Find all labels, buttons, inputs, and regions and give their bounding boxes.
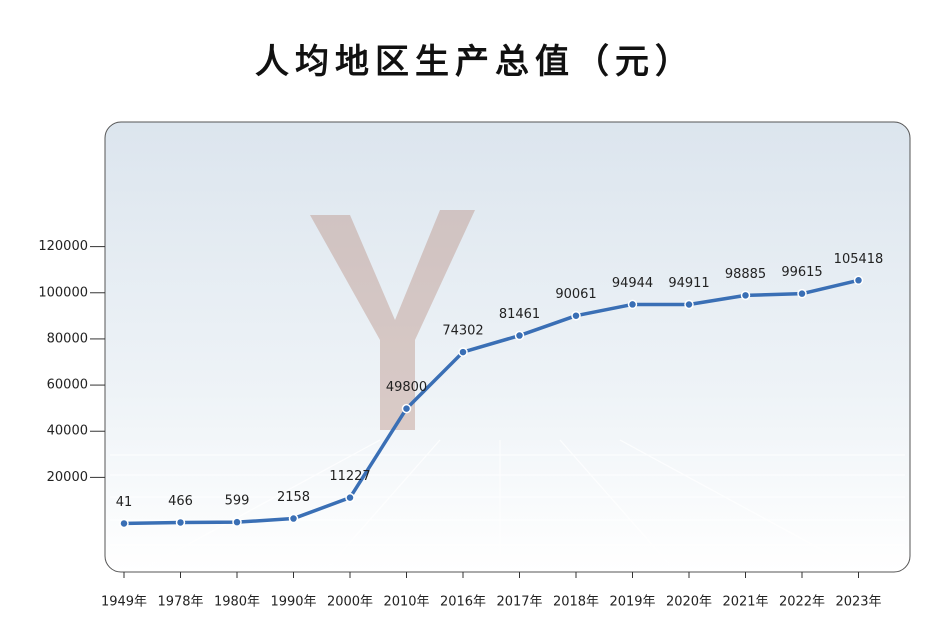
x-tick-label: 2021年 <box>722 595 768 610</box>
data-point <box>853 275 864 286</box>
data-point <box>627 299 638 310</box>
data-point <box>232 517 242 527</box>
data-point <box>175 517 186 528</box>
data-point <box>684 299 694 310</box>
data-label: 599 <box>225 494 250 509</box>
plot-background <box>104 121 911 573</box>
x-tick-label: 1978年 <box>157 595 203 610</box>
x-tick-label: 2000年 <box>327 595 373 610</box>
x-tick-label: 1980年 <box>214 595 260 610</box>
y-tick-label: 80000 <box>47 331 88 346</box>
data-label: 94944 <box>612 276 653 291</box>
data-label: 74302 <box>442 324 483 339</box>
data-point <box>345 492 355 503</box>
x-tick-label: 2016年 <box>440 595 486 610</box>
chart-title: 人均地区生产总值（元） <box>255 42 695 82</box>
x-tick-label: 2022年 <box>779 595 825 610</box>
data-point <box>740 290 751 301</box>
data-point <box>119 518 129 529</box>
data-label: 2158 <box>277 490 310 505</box>
data-label: 105418 <box>834 252 884 267</box>
data-label: 90061 <box>555 287 596 302</box>
x-tick-label: 2020年 <box>666 595 712 610</box>
data-label: 49800 <box>386 380 427 395</box>
x-tick-label: 2018年 <box>553 595 599 610</box>
x-tick-label: 2010年 <box>383 595 429 610</box>
y-tick-label: 120000 <box>38 239 88 254</box>
x-tick-label: 2023年 <box>835 595 881 610</box>
data-label: 81461 <box>499 307 540 322</box>
data-point <box>797 288 807 299</box>
x-tick-label: 1990年 <box>270 595 316 610</box>
y-tick-label: 20000 <box>47 470 88 485</box>
x-tick-label: 2019年 <box>609 595 655 610</box>
data-label: 466 <box>168 494 193 509</box>
x-tick-label: 2017年 <box>496 595 542 610</box>
data-point <box>458 347 468 357</box>
data-point <box>401 403 412 414</box>
y-tick-label: 60000 <box>47 378 88 393</box>
data-point <box>571 310 581 321</box>
data-label: 41 <box>116 495 133 510</box>
data-point <box>288 513 299 524</box>
decor-yen <box>310 210 475 430</box>
decor-grid <box>110 439 905 566</box>
y-tick-label: 100000 <box>38 285 88 300</box>
data-label: 99615 <box>781 265 822 280</box>
data-label: 11227 <box>329 469 370 484</box>
y-tick-label: 40000 <box>47 424 88 439</box>
data-label: 98885 <box>725 267 766 282</box>
series-line <box>123 278 859 526</box>
data-label: 94911 <box>668 276 709 291</box>
data-point <box>514 330 525 341</box>
x-tick-label: 1949年 <box>101 595 147 610</box>
